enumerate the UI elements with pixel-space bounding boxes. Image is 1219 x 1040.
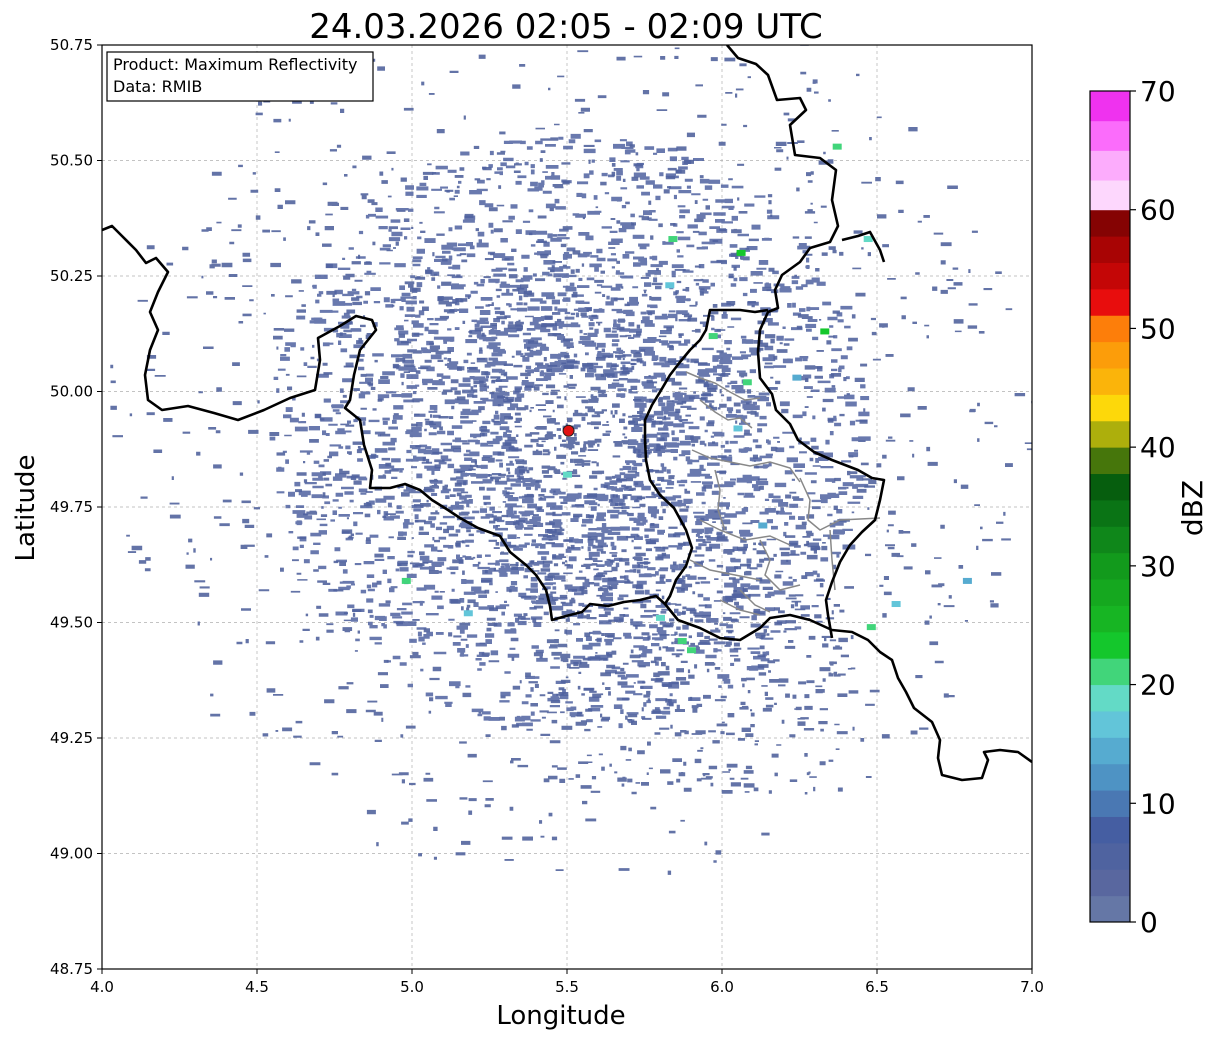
echo-cell (866, 624, 876, 631)
echo-cell (463, 610, 473, 617)
colorbar-swatch (1090, 209, 1130, 237)
colorbar-swatch (1090, 420, 1130, 448)
colorbar-swatch (1090, 710, 1130, 738)
echo-cell (563, 471, 572, 478)
colorbar-frame (1089, 90, 1131, 923)
colorbar-tick-label: 30 (1140, 550, 1176, 583)
colorbar-swatch (1090, 816, 1130, 844)
y-tick-label: 48.75 (50, 960, 93, 978)
colorbar-swatch (1090, 631, 1130, 659)
y-axis-label: Latitude (11, 454, 41, 561)
colorbar-swatch (1090, 315, 1130, 343)
colorbar-swatch (1090, 120, 1130, 151)
echo-cell (668, 236, 678, 243)
colorbar-swatch (1090, 552, 1130, 580)
echo-cell (891, 601, 901, 608)
colorbar-swatch (1090, 473, 1130, 501)
x-tick-label: 5.0 (400, 978, 424, 996)
colorbar-swatch (1090, 368, 1130, 395)
echo-cell (401, 577, 411, 584)
x-axis-label: Longitude (496, 1001, 625, 1031)
colorbar-swatch (1090, 658, 1130, 686)
colorbar-swatch (1090, 394, 1130, 422)
colorbar-label: dBZ (1176, 480, 1209, 536)
colorbar-swatch (1090, 895, 1130, 923)
colorbar-swatch (1090, 869, 1130, 897)
strong-echo-layer (401, 143, 972, 654)
colorbar-swatch (1090, 526, 1130, 554)
reflectivity-layer (110, 45, 1032, 875)
echo-cell (656, 614, 665, 621)
colorbar-swatch (1090, 499, 1130, 527)
colorbar-tick-label: 40 (1140, 431, 1176, 464)
national-borders (102, 45, 1032, 782)
colorbar-swatch (1090, 288, 1130, 316)
colorbar-swatch (1090, 684, 1130, 712)
x-tick-label: 5.5 (555, 978, 579, 996)
colorbar-tick-label: 0 (1140, 906, 1158, 939)
x-tick-label: 7.0 (1020, 978, 1044, 996)
x-tick-label: 6.5 (865, 978, 889, 996)
colorbar-swatch (1090, 842, 1130, 870)
y-tick-label: 49.00 (50, 845, 93, 863)
colorbar-tick-label: 60 (1140, 194, 1176, 227)
y-tick-label: 50.75 (50, 36, 93, 54)
colorbar-tick-label: 50 (1140, 312, 1176, 345)
x-tick-label: 4.5 (245, 978, 269, 996)
colorbar-tick-label: 10 (1140, 787, 1176, 820)
echo-cell (677, 637, 687, 644)
echo-cell (820, 328, 830, 335)
colorbar-tick-label: 70 (1140, 75, 1176, 108)
colorbar: 0 10 20 30 40 50 60 70 dBZ (1089, 75, 1209, 939)
reflectivity-speckle (110, 45, 1032, 875)
colorbar-swatch (1090, 262, 1130, 290)
echo-cell (962, 577, 972, 584)
product-info-box: Product: Maximum Reflectivity Data: RMIB (106, 51, 374, 102)
borders-layer (102, 45, 1032, 782)
echo-cell (708, 333, 718, 340)
colorbar-swatch (1090, 763, 1130, 791)
figure-title: 24.03.2026 02:05 - 02:09 UTC (309, 7, 823, 47)
colorbar-swatch (1090, 341, 1130, 369)
colorbar-swatch (1090, 737, 1130, 765)
colorbar-swatch (1090, 447, 1130, 475)
colorbar-swatch (1090, 579, 1130, 606)
y-tick-label: 49.25 (50, 729, 93, 747)
echo-cell (742, 379, 752, 386)
internal-boundaries (685, 371, 881, 616)
x-tick-label: 4.0 (90, 978, 114, 996)
info-box-frame (106, 51, 374, 102)
x-tick-label: 6.0 (710, 978, 734, 996)
x-axis: 4.0 4.5 5.0 5.5 6.0 6.5 7.0 (90, 969, 1044, 996)
colorbar-swatch (1090, 605, 1130, 633)
colorbar-tick-label: 20 (1140, 669, 1176, 702)
y-tick-label: 50.50 (50, 152, 93, 170)
radar-site-marker (562, 424, 575, 437)
colorbar-swatch (1090, 91, 1130, 122)
y-tick-label: 50.00 (50, 383, 93, 401)
reflectivity-speckle-dense (269, 133, 871, 729)
echo-cell (733, 425, 743, 432)
y-axis: 48.75 49.00 49.25 49.50 49.75 50.00 50.25 50.50… (50, 36, 102, 978)
map-plot-area: Product: Maximum Reflectivity Data: RMIB (101, 44, 1033, 970)
colorbar-swatch (1090, 180, 1130, 211)
y-tick-label: 49.75 (50, 498, 93, 516)
echo-cell (687, 647, 696, 654)
colorbar-swatch (1090, 790, 1130, 817)
echo-cell (665, 282, 675, 289)
y-tick-label: 49.50 (50, 614, 93, 632)
echo-cell (832, 143, 842, 150)
info-product-text: Product: Maximum Reflectivity (113, 55, 357, 74)
echo-cell (792, 374, 802, 381)
echo-cell (758, 522, 768, 529)
colorbar-swatch (1090, 150, 1130, 181)
info-data-text: Data: RMIB (113, 77, 202, 96)
colorbar-ticks: 0 10 20 30 40 50 60 70 (1130, 75, 1176, 939)
echo-cell (736, 249, 746, 256)
colorbar-swatches (1090, 91, 1130, 923)
y-tick-label: 50.25 (50, 267, 93, 285)
echo-cell (863, 236, 873, 243)
colorbar-swatch (1090, 236, 1130, 263)
